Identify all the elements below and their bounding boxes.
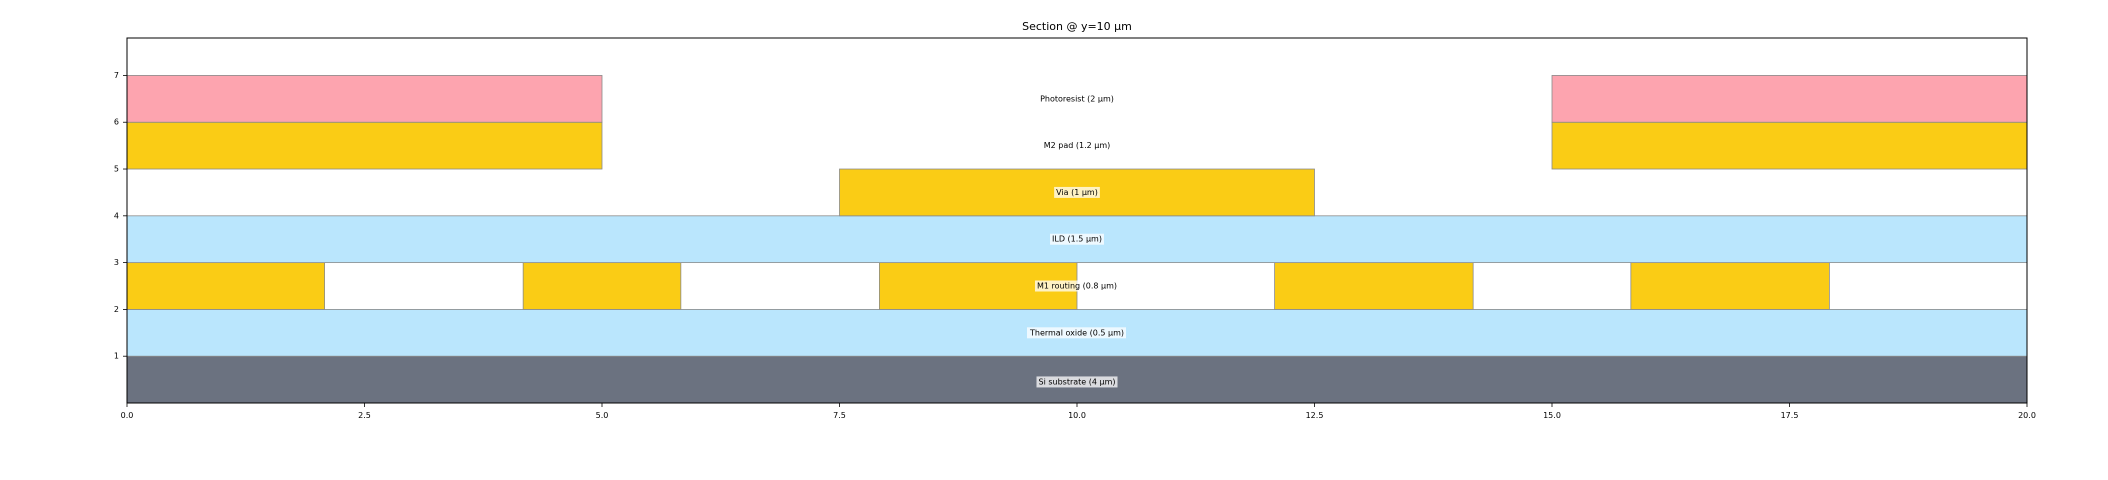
x-tick-label: 12.5: [1306, 411, 1324, 420]
layer-label-background: [1036, 376, 1118, 388]
layer-block-photoresist: [1551, 75, 2028, 123]
x-tick-label: 2.5: [358, 411, 371, 420]
layer-label: Si substrate (4 µm): [1038, 377, 1115, 386]
x-tick-label: 7.5: [833, 411, 846, 420]
layer-label-background: [1034, 280, 1120, 292]
layer-label-group: Photoresist (2 µm): [1040, 94, 1114, 103]
layer-label: Thermal oxide (0.5 µm): [1029, 328, 1124, 337]
layer-labels: Si substrate (4 µm) Thermal oxide (0.5 µm…: [1026, 94, 1127, 388]
layer-label-group: Thermal oxide (0.5 µm): [1026, 327, 1127, 339]
chart-title: Section @ y=10 µm: [1022, 20, 1132, 33]
y-tick-label: 5: [114, 165, 119, 174]
layer-block-metal: [1551, 121, 2028, 170]
layer-block-metal: [522, 262, 682, 310]
y-tick-label: 4: [114, 211, 119, 220]
x-tick-label: 17.5: [1781, 411, 1799, 420]
x-axis-ticks: 0.0 2.5 5.0 7.5 10.0 12.5 15.0 17.5 20.0: [121, 403, 2036, 420]
layer-label-group: M1 routing (0.8 µm): [1034, 280, 1120, 292]
y-tick-label: 3: [114, 258, 119, 267]
y-axis-ticks: 1 2 3 4 5 6 7: [114, 71, 127, 361]
layer-label: Via (1 µm): [1056, 188, 1098, 197]
x-tick-label: 5.0: [596, 411, 609, 420]
x-tick-label: 20.0: [2018, 411, 2036, 420]
layer-blocks: [126, 75, 2028, 404]
layer-label: Photoresist (2 µm): [1040, 94, 1114, 103]
layer-label-background: [1050, 233, 1104, 245]
layer-block-metal: [1274, 262, 1474, 310]
x-tick-label: 0.0: [121, 411, 134, 420]
layer-block-metal: [126, 121, 603, 170]
y-tick-label: 7: [114, 71, 119, 80]
y-tick-label: 6: [114, 118, 119, 127]
layer-label: M1 routing (0.8 µm): [1037, 282, 1117, 291]
layer-label-background: [1026, 327, 1127, 339]
layer-label-background: [1054, 186, 1100, 198]
y-tick-label: 2: [114, 305, 119, 314]
layer-label: ILD (1.5 µm): [1052, 235, 1102, 244]
layer-label-group: Via (1 µm): [1054, 186, 1100, 198]
x-tick-label: 15.0: [1543, 411, 1561, 420]
layer-label-group: Si substrate (4 µm): [1036, 376, 1118, 388]
x-tick-label: 10.0: [1068, 411, 1086, 420]
layer-label-group: ILD (1.5 µm): [1050, 233, 1104, 245]
y-tick-label: 1: [114, 352, 119, 361]
layer-label-group: M2 pad (1.2 µm): [1044, 141, 1111, 150]
layer-block-metal: [126, 262, 326, 310]
layer-label: M2 pad (1.2 µm): [1044, 141, 1111, 150]
layer-block-metal: [1630, 262, 1830, 310]
layer-block-photoresist: [126, 75, 603, 123]
